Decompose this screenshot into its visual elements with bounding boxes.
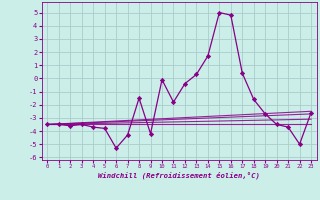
- X-axis label: Windchill (Refroidissement éolien,°C): Windchill (Refroidissement éolien,°C): [98, 171, 260, 179]
